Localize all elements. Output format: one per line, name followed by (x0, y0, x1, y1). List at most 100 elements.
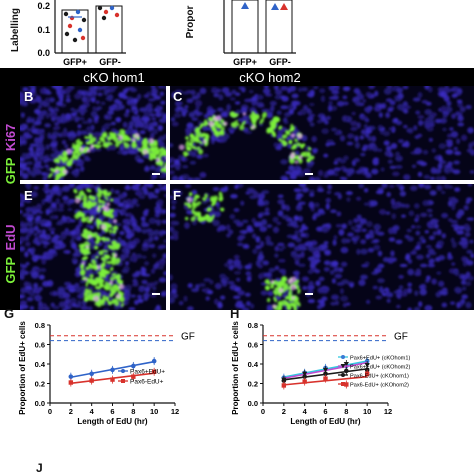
scatter-point (80, 35, 86, 41)
scatter-point (64, 31, 70, 37)
scatter-point (97, 5, 103, 11)
triangle-marker (241, 2, 249, 9)
panel-header-bar (0, 68, 474, 86)
x-tick-label: 2 (282, 407, 286, 416)
scatter-point (72, 37, 78, 43)
scatter-point (103, 9, 109, 15)
x-tick-label: 4 (303, 407, 308, 416)
scatter-point (77, 27, 83, 33)
x-tick-label: 6 (323, 407, 327, 416)
data-point (302, 379, 307, 384)
legend-label: Pax6+EdU+ (cKOhom2) (350, 365, 410, 371)
row2-stain-green: GFP (3, 257, 18, 284)
scatter-point (67, 23, 73, 29)
x-tick-label: 0 (48, 407, 52, 416)
legend-marker (340, 364, 346, 369)
row-separator (20, 180, 474, 184)
top-right-category: GFP- (269, 57, 291, 67)
top-left-category: GFP+ (63, 57, 87, 67)
data-point (89, 378, 94, 383)
gf-label: GF (394, 332, 408, 343)
data-point (302, 374, 307, 379)
panel-header-left: cKO hom1 (83, 70, 144, 85)
x-tick-label: 4 (90, 407, 95, 416)
legend-marker (341, 382, 345, 386)
y-tick-label: 0.6 (35, 341, 45, 350)
row1-stain-green: GFP (3, 157, 18, 184)
panel-b-micrograph: B (20, 86, 166, 180)
scatter-point (75, 9, 81, 15)
data-point (364, 362, 370, 368)
top-left-category: GFP- (99, 57, 121, 67)
data-point (281, 383, 287, 388)
row1-stain-label: GFP Ki67 (3, 124, 18, 185)
top-left-bar-chart: Labelling 0.2 0.1 0.0 GFP+ GFP- (10, 0, 126, 67)
gfp-plus-bar (61, 9, 89, 54)
scatter-point (81, 17, 87, 23)
x-tick-label: 10 (363, 407, 371, 416)
y-tick-label: 0.0 (248, 399, 258, 408)
data-point (131, 374, 136, 379)
top-right-category: GFP+ (233, 57, 257, 67)
gfp-plus-bar-right (231, 0, 259, 54)
data-point (281, 378, 287, 383)
triangle-marker (271, 3, 279, 10)
x-tick-label: 10 (150, 407, 158, 416)
data-point (323, 371, 328, 377)
x-tick-label: 6 (110, 407, 114, 416)
y-tick-label: 0.8 (248, 321, 258, 330)
gfp-minus-bar-right (265, 0, 293, 54)
legend-label: Pax6-EdU+ (130, 379, 164, 386)
tissue-texture (170, 184, 474, 310)
data-point (68, 380, 74, 385)
legend-label: Pax6+EdU+ (cKOhom1) (350, 356, 410, 362)
data-point (110, 367, 115, 373)
panel-letter-g: G (4, 306, 14, 321)
panel-c-micrograph: C (170, 86, 474, 180)
legend-label: Pax6+EdU+ (130, 369, 165, 376)
row2-stain-label: GFP EdU (3, 224, 18, 283)
panel-letter-h: H (230, 306, 239, 321)
scatter-point (101, 15, 107, 21)
x-tick-label: 12 (384, 407, 392, 416)
x-tick-label: 0 (261, 407, 265, 416)
scatter-point (114, 12, 120, 18)
panel-letter: F (173, 188, 181, 203)
micrograph-grid: cKO hom1 cKO hom2 GFP Ki67 GFP EdU B (0, 68, 474, 310)
gf-label: GF (181, 332, 195, 343)
y-tick-label: 0.4 (35, 360, 46, 369)
y-axis-label: Proportion of EdU+ cells (18, 321, 27, 415)
scale-bar (305, 293, 313, 295)
x-axis-label: Length of EdU (hr) (290, 417, 361, 426)
legend-marker (341, 373, 345, 377)
y-tick-label: 0.6 (248, 341, 258, 350)
legend-label: Pax6-EdU+ (cKOhom1) (350, 374, 409, 380)
top-left-ytick: 0.1 (37, 25, 50, 35)
data-point (89, 371, 94, 377)
svg-text:GFP Ki67: GFP Ki67 (3, 124, 18, 185)
svg-text:GFP EdU: GFP EdU (3, 224, 18, 283)
panel-header-right: cKO hom2 (239, 70, 300, 85)
scale-bar (305, 173, 313, 175)
legend-marker (341, 355, 345, 359)
gfp-minus-bar (95, 5, 123, 54)
panel-letter: E (24, 188, 33, 203)
panel-letter: C (173, 89, 183, 104)
panel-letter-j: J (36, 461, 43, 474)
legend-marker (121, 369, 125, 373)
data-point (323, 376, 328, 381)
left-label-strip (0, 86, 20, 310)
panel-f-micrograph: F (170, 184, 474, 310)
row1-stain-magenta: Ki67 (3, 124, 18, 151)
data-point (68, 374, 74, 379)
data-point (131, 363, 136, 369)
column-separator (166, 86, 170, 310)
panel-e-micrograph: E (20, 184, 166, 310)
x-tick-label: 8 (131, 407, 135, 416)
x-tick-label: 8 (344, 407, 348, 416)
top-left-ytick: 0.0 (37, 48, 50, 58)
top-left-ylabel: Labelling (10, 8, 21, 52)
y-tick-label: 0.2 (35, 380, 45, 389)
triangle-marker (280, 3, 288, 10)
